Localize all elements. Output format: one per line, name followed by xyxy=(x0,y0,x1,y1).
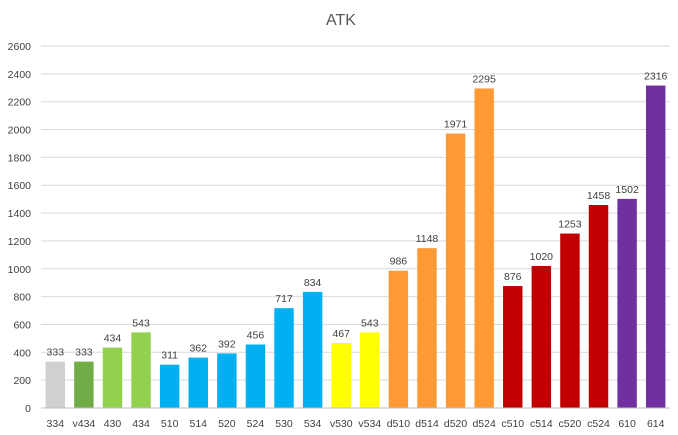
x-tick-label: 610 xyxy=(618,418,636,430)
data-label: 392 xyxy=(218,338,236,350)
bar-c514 xyxy=(531,265,552,408)
bar-d524 xyxy=(474,88,494,408)
data-label: 333 xyxy=(75,347,93,359)
data-label: 311 xyxy=(161,350,178,362)
x-tick-label: c510 xyxy=(501,418,524,430)
data-label: 1020 xyxy=(530,251,554,263)
chart-title: ATK xyxy=(326,12,356,29)
x-tick-label: c520 xyxy=(559,418,582,430)
y-tick-label: 1800 xyxy=(8,152,32,164)
bar-514 xyxy=(188,357,208,408)
y-tick-label: 1200 xyxy=(8,236,32,248)
bar-v434 xyxy=(74,361,94,408)
data-label: 543 xyxy=(361,317,379,329)
bar-510 xyxy=(159,364,180,408)
y-tick-label: 800 xyxy=(13,292,31,304)
x-tick-label: v534 xyxy=(358,418,381,430)
bar-v530 xyxy=(331,342,351,408)
data-label: 2295 xyxy=(472,73,496,85)
x-tick-label: d514 xyxy=(415,418,439,430)
data-label: 1148 xyxy=(416,233,439,245)
x-tick-label: v434 xyxy=(72,418,95,430)
x-tick-label: 614 xyxy=(647,418,665,430)
x-tick-label: d520 xyxy=(444,418,468,430)
x-tick-label: 520 xyxy=(218,418,236,430)
data-labels: 333 333 434 543 311 362 392 456 717 834 467 543 986 1… xyxy=(47,71,668,362)
x-tick-label: d524 xyxy=(472,418,496,430)
bar-530 xyxy=(274,308,294,408)
data-label: 543 xyxy=(132,317,150,329)
y-tick-label: 1400 xyxy=(8,208,32,220)
data-label: 717 xyxy=(275,293,293,305)
x-tick-label: 430 xyxy=(104,418,122,430)
data-label: 434 xyxy=(104,333,122,345)
data-label: 1253 xyxy=(558,219,582,231)
y-tick-label: 1000 xyxy=(8,264,32,276)
bar-c524 xyxy=(588,205,609,408)
x-tick-label: 514 xyxy=(189,418,207,430)
x-tick-label: 530 xyxy=(275,418,293,430)
data-label: 876 xyxy=(504,271,522,283)
bar-d510 xyxy=(388,270,409,408)
bar-c510 xyxy=(503,286,523,408)
bar-520 xyxy=(217,353,237,408)
x-tick-label: v530 xyxy=(330,418,353,430)
y-tick-label: 2600 xyxy=(8,41,32,53)
bar-c520 xyxy=(560,233,580,408)
x-tick-label: 434 xyxy=(132,418,150,430)
data-label: 834 xyxy=(304,277,322,289)
data-label: 1502 xyxy=(615,184,639,196)
x-tick-label: c514 xyxy=(530,418,553,430)
bar-334 xyxy=(45,361,66,408)
x-tick-label: 524 xyxy=(247,418,265,430)
data-label: 456 xyxy=(247,330,265,342)
y-axis-ticks: 0 200 400 600 800 1000 1200 1400 1600 1800 2000 220… xyxy=(8,41,32,415)
bars xyxy=(45,85,666,409)
gridlines xyxy=(41,45,670,381)
bar-534 xyxy=(302,291,323,408)
data-label: 2316 xyxy=(644,71,668,83)
y-tick-label: 2200 xyxy=(8,97,32,109)
data-label: 1458 xyxy=(587,190,611,202)
y-tick-label: 0 xyxy=(25,403,31,415)
y-tick-label: 1600 xyxy=(8,180,32,192)
x-tick-label: 534 xyxy=(304,418,322,430)
x-tick-label: c524 xyxy=(587,418,610,430)
data-label: 333 xyxy=(47,347,65,359)
bar-614 xyxy=(645,85,666,409)
bar-434 xyxy=(131,332,151,408)
x-tick-label: 510 xyxy=(161,418,179,430)
x-tick-label: d510 xyxy=(387,418,411,430)
y-tick-label: 600 xyxy=(13,319,31,331)
x-axis-ticks: 334 v434 430 434 510 514 520 524 530 534 v530 v534 d… xyxy=(47,418,665,430)
bar-524 xyxy=(245,344,266,408)
bar-430 xyxy=(102,347,123,408)
bar-610 xyxy=(617,198,637,408)
data-label: 1971 xyxy=(444,119,468,131)
bar-d520 xyxy=(445,133,466,408)
y-tick-label: 2400 xyxy=(8,69,32,81)
data-label: 467 xyxy=(332,328,350,340)
data-label: 986 xyxy=(390,256,408,268)
x-tick-label: 334 xyxy=(47,418,65,430)
bar-d514 xyxy=(417,248,437,408)
y-tick-label: 200 xyxy=(13,375,31,387)
y-tick-label: 400 xyxy=(13,347,31,359)
y-tick-label: 2000 xyxy=(8,125,32,137)
data-label: 362 xyxy=(189,343,207,355)
bar-v534 xyxy=(360,332,380,408)
